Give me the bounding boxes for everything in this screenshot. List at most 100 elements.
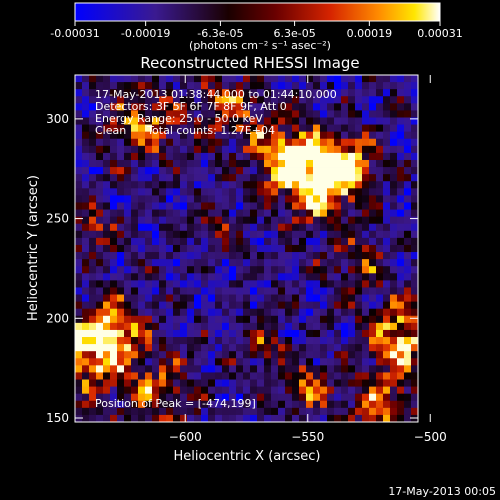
- heatmap-cell: [334, 386, 342, 395]
- heatmap-cell: [376, 117, 384, 125]
- heatmap-cell: [229, 230, 237, 239]
- heatmap-cell: [257, 131, 265, 140]
- heatmap-cell: [299, 287, 307, 295]
- heatmap-cell: [96, 131, 104, 140]
- heatmap-cell: [96, 315, 104, 324]
- heatmap-cell: [257, 294, 265, 303]
- heatmap-cell: [96, 273, 104, 281]
- heatmap-cell: [257, 216, 265, 225]
- heatmap-cell: [320, 351, 328, 359]
- heatmap-cell: [397, 259, 405, 267]
- heatmap-cell: [138, 152, 146, 161]
- heatmap-cell: [152, 230, 160, 239]
- heatmap-cell: [75, 294, 83, 303]
- heatmap-cell: [131, 188, 139, 196]
- heatmap-cell: [166, 322, 174, 331]
- heatmap-cell: [257, 202, 265, 210]
- heatmap-cell: [166, 75, 174, 83]
- heatmap-cell: [173, 372, 181, 380]
- heatmap-cell: [124, 159, 132, 168]
- heatmap-cell: [96, 393, 104, 402]
- heatmap-cell: [404, 400, 412, 409]
- heatmap-cell: [411, 244, 418, 253]
- heatmap-cell: [341, 209, 349, 218]
- heatmap-cell: [187, 358, 195, 366]
- heatmap-cell: [257, 89, 265, 97]
- heatmap-cell: [75, 188, 83, 196]
- heatmap-cell: [180, 230, 188, 239]
- heatmap-cell: [215, 393, 223, 402]
- heatmap-cell: [124, 344, 132, 352]
- heatmap-cell: [75, 252, 83, 260]
- heatmap-cell: [187, 351, 195, 359]
- heatmap-cell: [355, 181, 363, 189]
- heatmap-cell: [215, 322, 223, 331]
- heatmap-cell: [131, 124, 139, 133]
- heatmap-cell: [257, 195, 265, 203]
- heatmap-cell: [201, 393, 209, 402]
- heatmap-cell: [362, 386, 370, 395]
- heatmap-cell: [341, 294, 349, 303]
- heatmap-cell: [383, 195, 391, 203]
- heatmap-cell: [320, 315, 328, 324]
- heatmap-cell: [320, 322, 328, 331]
- heatmap-cell: [89, 96, 97, 104]
- heatmap-cell: [355, 167, 363, 175]
- heatmap-cell: [180, 287, 188, 295]
- heatmap-cell: [271, 344, 279, 352]
- heatmap-cell: [320, 202, 328, 210]
- heatmap-cell: [187, 124, 195, 133]
- heatmap-cell: [341, 96, 349, 104]
- heatmap-cell: [243, 287, 251, 295]
- heatmap-cell: [271, 230, 279, 239]
- heatmap-cell: [250, 414, 258, 422]
- heatmap-cell: [215, 379, 223, 387]
- heatmap-cell: [208, 202, 216, 210]
- heatmap-cell: [110, 138, 118, 147]
- heatmap-cell: [180, 379, 188, 387]
- heatmap-cell: [313, 259, 321, 267]
- heatmap-cell: [89, 244, 97, 253]
- heatmap-cell: [327, 195, 335, 203]
- heatmap-cell: [75, 266, 83, 274]
- heatmap-cell: [264, 322, 272, 331]
- heatmap-cell: [257, 181, 265, 189]
- heatmap-cell: [229, 216, 237, 225]
- heatmap-cell: [397, 145, 405, 154]
- heatmap-cell: [117, 152, 125, 161]
- heatmap-cell: [89, 400, 97, 409]
- heatmap-cell: [278, 315, 286, 324]
- heatmap-cell: [159, 195, 167, 203]
- heatmap-cell: [271, 351, 279, 359]
- heatmap-cell: [103, 181, 111, 189]
- heatmap-cell: [383, 393, 391, 402]
- heatmap-cell: [152, 294, 160, 303]
- heatmap-cell: [383, 301, 391, 310]
- heatmap-cell: [89, 344, 97, 352]
- heatmap-cell: [229, 110, 237, 118]
- heatmap-cell: [320, 393, 328, 402]
- heatmap-cell: [397, 230, 405, 239]
- heatmap-cell: [320, 400, 328, 409]
- heatmap-cell: [334, 89, 342, 97]
- heatmap-cell: [243, 96, 251, 104]
- heatmap-cell: [124, 216, 132, 225]
- heatmap-cell: [397, 329, 405, 338]
- heatmap-cell: [243, 89, 251, 97]
- heatmap-cell: [390, 202, 398, 210]
- heatmap-cell: [383, 252, 391, 260]
- heatmap-cell: [159, 322, 167, 331]
- heatmap-cell: [299, 393, 307, 402]
- heatmap-cell: [376, 188, 384, 196]
- heatmap-cell: [334, 400, 342, 409]
- heatmap-cell: [264, 230, 272, 239]
- heatmap-cell: [173, 159, 181, 168]
- heatmap-cell: [222, 259, 230, 267]
- heatmap-cell: [264, 223, 272, 232]
- heatmap-cell: [152, 89, 160, 97]
- heatmap-cell: [89, 124, 97, 133]
- heatmap-cell: [166, 308, 174, 317]
- heatmap-cell: [257, 124, 265, 133]
- heatmap-cell: [96, 266, 104, 274]
- heatmap-cell: [250, 188, 258, 196]
